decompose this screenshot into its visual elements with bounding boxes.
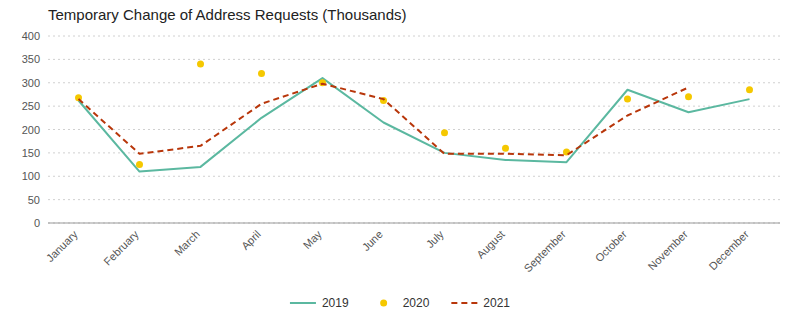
y-tick-label: 200	[22, 124, 40, 136]
series-line	[79, 84, 689, 156]
x-tick-label: June	[360, 228, 385, 253]
y-tick-label: 100	[22, 170, 40, 182]
grid-line	[48, 129, 780, 130]
y-tick-label: 0	[34, 217, 40, 229]
x-tick-label: September	[521, 228, 568, 275]
x-tick-label: July	[424, 228, 447, 251]
y-tick-label: 150	[22, 147, 40, 159]
grid-line	[48, 59, 780, 60]
y-tick-label: 400	[22, 30, 40, 42]
legend-item: 2020	[380, 296, 430, 310]
legend-swatch	[380, 300, 387, 307]
legend-label: 2019	[322, 296, 349, 310]
x-tick-label: March	[172, 228, 202, 258]
series-marker	[746, 86, 753, 93]
series-marker	[441, 129, 448, 136]
series-marker	[502, 145, 509, 152]
legend-swatch	[451, 302, 477, 304]
series-marker	[258, 70, 265, 77]
grid-line	[48, 152, 780, 153]
grid-line	[48, 82, 780, 83]
x-tick-label: November	[646, 228, 691, 273]
x-tick-label: August	[474, 228, 507, 261]
x-tick-label: April	[239, 228, 263, 252]
grid-line	[48, 223, 780, 224]
x-tick-label: February	[101, 228, 141, 268]
series-marker	[624, 96, 631, 103]
legend: 2019 2020 2021	[290, 296, 510, 310]
x-tick-label: May	[301, 228, 325, 252]
grid-line	[48, 36, 780, 37]
legend-label: 2021	[483, 296, 510, 310]
x-tick-label: December	[707, 228, 752, 273]
y-tick-label: 350	[22, 53, 40, 65]
y-tick-label: 250	[22, 100, 40, 112]
grid	[48, 36, 780, 223]
legend-swatch	[290, 302, 316, 304]
y-tick-label: 50	[28, 194, 40, 206]
grid-line	[48, 176, 780, 177]
series-marker	[685, 93, 692, 100]
legend-item: 2019	[290, 296, 349, 310]
legend-label: 2020	[403, 296, 430, 310]
plot-area	[75, 61, 753, 172]
grid-line	[48, 199, 780, 200]
x-tick-label: October	[593, 228, 629, 264]
title: Temporary Change of Address Requests (Th…	[48, 6, 407, 23]
series-marker	[136, 161, 143, 168]
chart: Temporary Change of Address Requests (Th…	[0, 0, 800, 315]
x-axis-line	[48, 223, 780, 224]
x-tick-label: January	[44, 228, 81, 265]
y-tick-label: 300	[22, 77, 40, 89]
series-line	[79, 78, 750, 172]
legend-item: 2021	[451, 296, 510, 310]
series-marker	[197, 61, 204, 68]
